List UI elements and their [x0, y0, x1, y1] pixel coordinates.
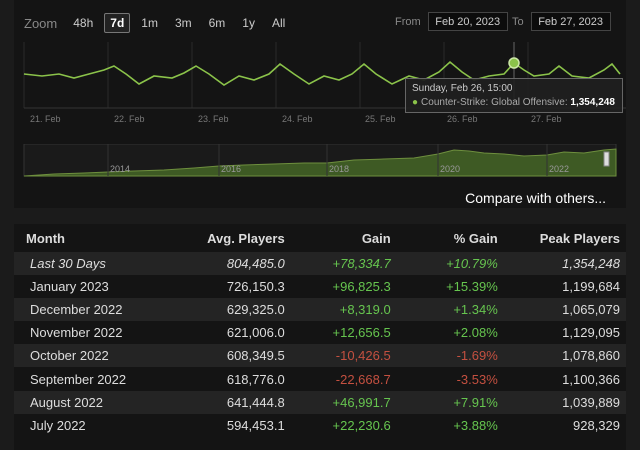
zoom-48h-button[interactable]: 48h	[73, 16, 94, 30]
chart-panel: Zoom 48h 7d 1m 3m 6m 1y All From To 21. …	[14, 0, 626, 208]
table-row: January 2023 726,150.3 +96,825.3 +15.39% 1,1…	[14, 275, 626, 298]
gain-cell: +78,334.7	[290, 252, 397, 276]
month-cell: December 2022	[14, 298, 156, 322]
peak-players-cell: 1,078,860	[503, 344, 626, 368]
hover-point	[508, 57, 520, 69]
x-label-27-feb: 27. Feb	[531, 114, 562, 124]
table-row: August 2022 641,444.8 +46,991.7 +7.91% 1,039…	[14, 390, 626, 414]
pct-gain-cell: +2.08%	[453, 325, 498, 341]
player-stats-table-panel: Month Avg. Players Gain % Gain Peak Play…	[14, 224, 626, 450]
compare-with-others-link[interactable]: Compare with others...	[465, 190, 606, 206]
to-label: To	[512, 15, 524, 28]
month-cell: October 2022	[14, 344, 156, 368]
x-label-24-feb: 24. Feb	[282, 114, 313, 124]
tooltip-series-row: ● Counter-Strike: Global Offensive: 1,354…	[412, 97, 616, 108]
avg-players-cell: 629,325.0	[155, 298, 291, 322]
peak-players-cell: 1,354,248	[503, 252, 626, 276]
zoom-1m-button[interactable]: 1m	[141, 16, 158, 30]
pct-gain-cell: +10.79%	[396, 252, 504, 276]
avg-players-cell: 618,776.0	[226, 371, 285, 387]
header-pct-gain: % Gain	[453, 230, 498, 246]
avg-players-cell: 804,485.0	[155, 252, 291, 276]
x-label-22-feb: 22. Feb	[114, 114, 145, 124]
avg-players-cell: 608,349.5	[155, 344, 291, 368]
from-date-input[interactable]	[427, 12, 508, 31]
gain-cell: +12,656.5	[332, 325, 391, 341]
player-count-line	[23, 60, 621, 86]
gain-cell: +22,230.6	[332, 417, 391, 433]
to-range: To	[512, 12, 611, 31]
month-cell: Last 30 Days	[14, 252, 156, 276]
header-gain: Gain	[361, 230, 391, 246]
series-dot-icon: ●	[412, 97, 419, 108]
pct-gain-cell: +7.91%	[396, 390, 504, 414]
table-row: October 2022 608,349.5 -10,426.5 -1.69% 1,07…	[14, 344, 626, 368]
table-row: July 2022 594,453.1 +22,230.6 +3.88% 928,329	[14, 414, 626, 437]
month-cell: September 2022	[30, 371, 127, 387]
pct-gain-cell: +15.39%	[446, 279, 498, 295]
peak-players-cell: 1,100,366	[562, 371, 620, 387]
peak-players-cell: 928,329	[573, 417, 620, 433]
gain-cell: +46,991.7	[290, 390, 397, 414]
x-label-26-feb: 26. Feb	[447, 114, 478, 124]
from-range: From	[395, 12, 508, 31]
nav-year-2014: 2014	[110, 164, 130, 174]
pct-gain-cell: -3.53%	[456, 371, 498, 387]
month-cell: November 2022	[30, 325, 123, 341]
nav-year-2018: 2018	[329, 164, 349, 174]
gain-cell: +8,319.0	[290, 298, 397, 322]
tooltip-date: Sunday, Feb 26, 15:00	[412, 83, 513, 94]
gain-cell: +96,825.3	[332, 279, 391, 295]
to-date-input[interactable]	[530, 12, 611, 31]
peak-players-cell: 1,065,079	[503, 298, 626, 322]
pct-gain-cell: +3.88%	[453, 417, 498, 433]
chart-tooltip: Sunday, Feb 26, 15:00 ● Counter-Strike: G…	[405, 78, 623, 113]
zoom-7d-button[interactable]: 7d	[104, 13, 131, 33]
zoom-bar: Zoom 48h 7d 1m 3m 6m 1y All	[24, 13, 296, 33]
x-label-21-feb: 21. Feb	[30, 114, 61, 124]
header-month: Month	[26, 230, 65, 246]
x-label-25-feb: 25. Feb	[365, 114, 396, 124]
avg-players-cell: 641,444.8	[155, 390, 291, 414]
gain-cell: -10,426.5	[290, 344, 397, 368]
zoom-all-button[interactable]: All	[271, 16, 286, 30]
x-label-23-feb: 23. Feb	[198, 114, 229, 124]
peak-players-cell: 1,199,684	[562, 279, 620, 295]
zoom-1y-button[interactable]: 1y	[242, 16, 255, 30]
nav-year-2020: 2020	[440, 164, 460, 174]
avg-players-cell: 621,006.0	[226, 325, 285, 341]
peak-players-cell: 1,129,095	[562, 325, 620, 341]
tooltip-series-name: Counter-Strike: Global Offensive:	[421, 97, 568, 108]
from-label: From	[395, 15, 421, 28]
month-cell: August 2022	[14, 390, 156, 414]
month-cell: July 2022	[30, 417, 86, 433]
table-header-row: Month Avg. Players Gain % Gain Peak Play…	[14, 224, 626, 252]
tooltip-value: 1,354,248	[570, 97, 615, 108]
zoom-label: Zoom	[24, 15, 58, 31]
table-row: November 2022 621,006.0 +12,656.5 +2.08% 1,1…	[14, 321, 626, 344]
nav-year-2022: 2022	[549, 164, 569, 174]
navigator-chart[interactable]: 2014 2016 2018 2020 2022	[14, 144, 626, 178]
table-row: December 2022 629,325.0 +8,319.0 +1.34% 1,06…	[14, 298, 626, 322]
navigator-handle[interactable]	[603, 151, 610, 167]
peak-players-cell: 1,039,889	[503, 390, 626, 414]
pct-gain-cell: -1.69%	[396, 344, 504, 368]
zoom-3m-button[interactable]: 3m	[174, 16, 192, 30]
header-avg-players: Avg. Players	[207, 230, 285, 246]
zoom-6m-button[interactable]: 6m	[208, 16, 226, 30]
player-stats-table: Month Avg. Players Gain % Gain Peak Play…	[14, 224, 626, 437]
table-row: September 2022 618,776.0 -22,668.7 -3.53% 1,…	[14, 367, 626, 390]
avg-players-cell: 594,453.1	[226, 417, 285, 433]
navigator-area	[23, 148, 617, 177]
month-cell: January 2023	[30, 279, 109, 295]
header-peak-players: Peak Players	[539, 230, 620, 246]
gain-cell: -22,668.7	[335, 371, 391, 387]
table-row: Last 30 Days 804,485.0 +78,334.7 +10.79% 1,3…	[14, 252, 626, 276]
avg-players-cell: 726,150.3	[226, 279, 285, 295]
main-chart[interactable]: 21. Feb 22. Feb 23. Feb 24. Feb 25. Feb …	[14, 40, 626, 128]
nav-year-2016: 2016	[221, 164, 241, 174]
pct-gain-cell: +1.34%	[396, 298, 504, 322]
